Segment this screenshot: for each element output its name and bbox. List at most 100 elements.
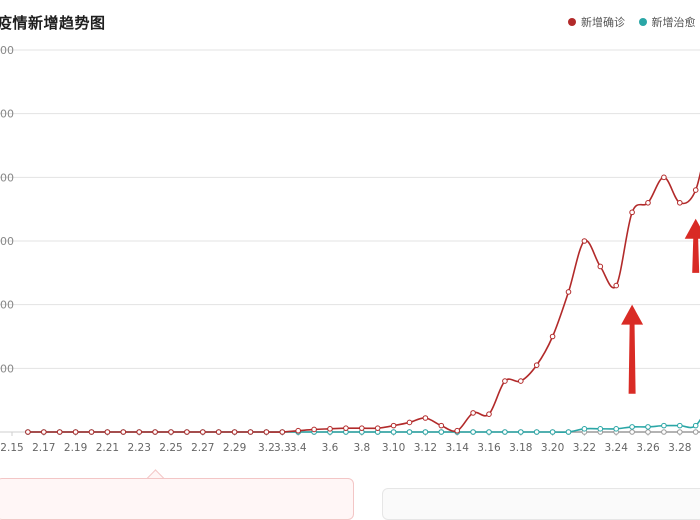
confirmed-series-point: [518, 378, 524, 384]
annotation-arrow-2: [684, 218, 700, 273]
confirmed-series-point: [645, 200, 651, 206]
legend-swatch-recovered: [638, 18, 647, 26]
x-tick-label: 3.10: [382, 442, 405, 454]
recovered-series-point: [470, 429, 476, 435]
recovered-series-point: [406, 429, 413, 435]
confirmed-series-point: [677, 200, 683, 206]
x-tick-label: 3.12: [414, 442, 437, 454]
baseline-series-point: [629, 429, 635, 435]
x-tick-label: 2.27: [191, 442, 214, 454]
confirmed-series-point: [311, 426, 317, 433]
arrow-shape: [684, 218, 700, 273]
confirmed-series-point: [104, 429, 111, 435]
confirmed-series-point: [661, 174, 667, 181]
y-tick-label: 00: [0, 44, 14, 57]
confirmed-series-point: [343, 425, 349, 431]
confirmed-series-point: [327, 426, 333, 432]
recovered-series-point: [390, 429, 397, 435]
x-tick-label: 2.25: [159, 442, 182, 454]
x-tick-label: 3.8: [353, 442, 370, 454]
recovered-series-point: [502, 429, 508, 435]
confirmed-series-point: [581, 238, 588, 244]
confirmed-series-point: [359, 425, 365, 431]
confirmed-series-point: [200, 429, 206, 435]
confirmed-series-point: [184, 429, 190, 435]
recovered-series-point: [565, 429, 572, 435]
legend-item-confirmed[interactable]: 新增确诊: [568, 14, 625, 30]
recovered-series-point: [692, 422, 699, 429]
confirmed-series-point: [454, 427, 461, 434]
confirmed-series-point: [41, 429, 47, 435]
x-tick-label: 3.22: [573, 442, 596, 454]
annotation-arrow-1: [621, 304, 644, 394]
recovered-series-point: [677, 422, 683, 429]
recovered-series-point: [613, 426, 620, 432]
x-tick-label: 2.21: [96, 442, 119, 454]
recovered-series-point: [422, 429, 429, 435]
legend-item-recovered[interactable]: 新增治愈: [638, 14, 696, 30]
recovered-series-point: [581, 426, 588, 432]
recovered-series-point: [438, 429, 445, 435]
x-tick-label: 3.20: [541, 442, 564, 454]
confirmed-series-point: [502, 378, 508, 384]
info-card-right[interactable]: [382, 488, 700, 520]
x-tick-label: 3.2: [258, 442, 275, 454]
legend-label-recovered: 新增治愈: [651, 16, 696, 29]
info-card-left[interactable]: [0, 478, 354, 520]
confirmed-series-point: [136, 429, 142, 435]
recovered-series-point: [661, 422, 667, 429]
x-tick-label: 2.19: [64, 442, 87, 454]
x-tick-label: 3.3: [274, 442, 291, 454]
recovered-series-point: [486, 429, 492, 435]
confirmed-series-point: [152, 429, 158, 435]
y-tick-label: 00: [0, 171, 14, 184]
confirmed-series-point: [597, 263, 604, 270]
confirmed-series-line: [27, 171, 700, 433]
recovered-series-point: [549, 429, 556, 435]
legend-label-confirmed: 新增确诊: [581, 16, 625, 29]
confirmed-series-point: [438, 422, 445, 429]
confirmed-series-point: [247, 429, 254, 435]
x-tick-label: 3.4: [290, 442, 307, 454]
y-tick-label: 00: [0, 108, 14, 121]
x-tick-label: 3.26: [636, 442, 660, 454]
confirmed-series-point: [168, 429, 174, 435]
recovered-series-point: [597, 426, 604, 432]
confirmed-series-point: [629, 209, 635, 216]
confirmed-series-point: [295, 427, 302, 434]
x-tick-label: 3.18: [509, 442, 532, 454]
baseline-series-point: [677, 429, 683, 435]
recovered-series-point: [533, 429, 540, 435]
recovered-series-point: [518, 429, 524, 435]
y-tick-label: 00: [0, 299, 14, 312]
x-tick-label: 2.15: [0, 442, 23, 454]
confirmed-series-point: [56, 429, 63, 435]
confirmed-series-point: [470, 410, 476, 416]
confirmed-series-point: [25, 429, 31, 435]
x-tick-label: 2.23: [128, 442, 151, 454]
x-tick-label: 2.29: [223, 442, 246, 454]
line-chart: 00 00 00 00 00 00 2.15 2.17 2.19 2.21 2.23 2.25 2.27…: [0, 44, 700, 454]
arrow-shape: [621, 304, 644, 394]
baseline-series-point: [645, 429, 651, 435]
chart-legend: 新增确诊 新增治愈: [568, 14, 700, 30]
confirmed-series-point: [692, 187, 699, 193]
x-tick-label: 3.28: [668, 442, 691, 454]
confirmed-series-point: [374, 425, 381, 431]
chart-title: 疫情新增趋势图: [0, 14, 106, 32]
confirmed-series-point: [279, 429, 286, 435]
confirmed-series-point: [120, 429, 127, 435]
confirmed-series-point: [263, 429, 270, 435]
x-tick-label: 3.16: [477, 442, 501, 454]
confirmed-series-point: [422, 415, 429, 421]
recovered-series-point: [645, 424, 651, 430]
recovered-series-point: [629, 424, 635, 430]
x-tick-label: 3.6: [322, 442, 339, 454]
x-tick-label: 3.14: [446, 442, 470, 454]
confirmed-series-point: [215, 429, 222, 435]
confirmed-series-point: [549, 333, 556, 340]
confirmed-series-point: [231, 429, 238, 435]
legend-swatch-confirmed: [568, 18, 576, 26]
x-tick-label: 3.24: [605, 442, 629, 454]
confirmed-series-point: [390, 422, 397, 429]
